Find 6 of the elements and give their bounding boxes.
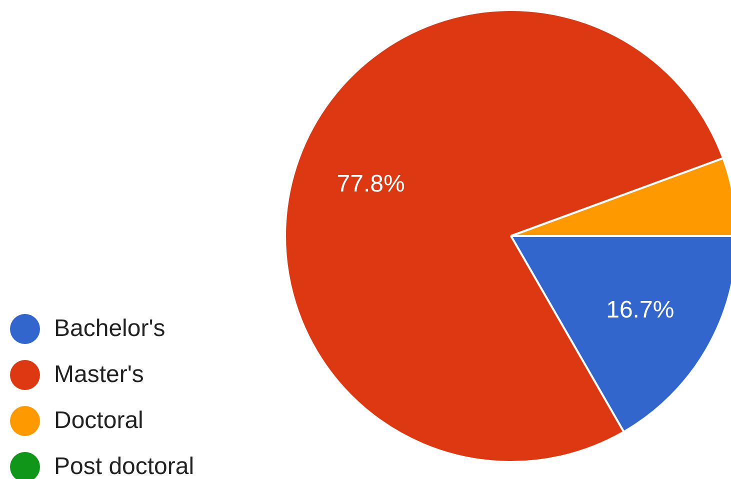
data-label: 77.8% [336,170,405,198]
legend-label: Master's [54,361,144,389]
legend-label: Bachelor's [54,315,166,343]
legend-label: Post doctoral [54,453,194,479]
data-label: 16.7% [606,296,674,324]
legend-label: Doctoral [54,407,144,435]
